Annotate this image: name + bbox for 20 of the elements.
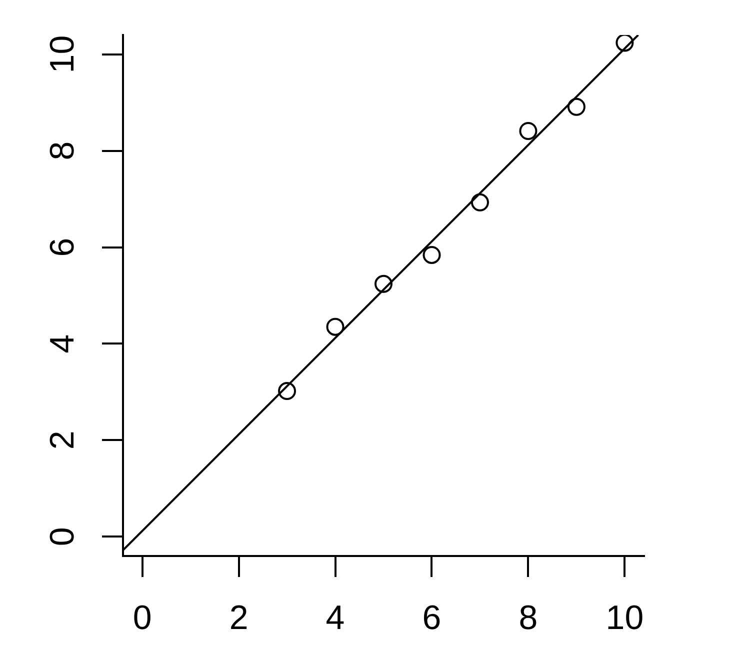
x-tick-label: 0 — [132, 598, 152, 637]
y-tick-label: 8 — [43, 141, 82, 160]
x-tick-label: 4 — [326, 598, 345, 637]
point — [616, 35, 634, 52]
y-tick-label: 0 — [43, 527, 82, 546]
point — [326, 318, 344, 336]
x-tick-label: 10 — [606, 598, 644, 637]
y-tick-label: 10 — [43, 35, 82, 74]
x-tick-label: 8 — [518, 598, 538, 637]
y-tick-label: 4 — [43, 334, 82, 354]
point — [519, 122, 538, 140]
point — [374, 274, 392, 293]
x-tick-label: 6 — [422, 598, 442, 637]
y-tick-label: 2 — [43, 430, 82, 450]
point — [278, 382, 296, 400]
x-tick-label: 2 — [229, 598, 248, 637]
point — [422, 246, 441, 264]
point — [567, 98, 586, 116]
point — [470, 193, 489, 212]
y-tick-label: 6 — [43, 238, 82, 257]
